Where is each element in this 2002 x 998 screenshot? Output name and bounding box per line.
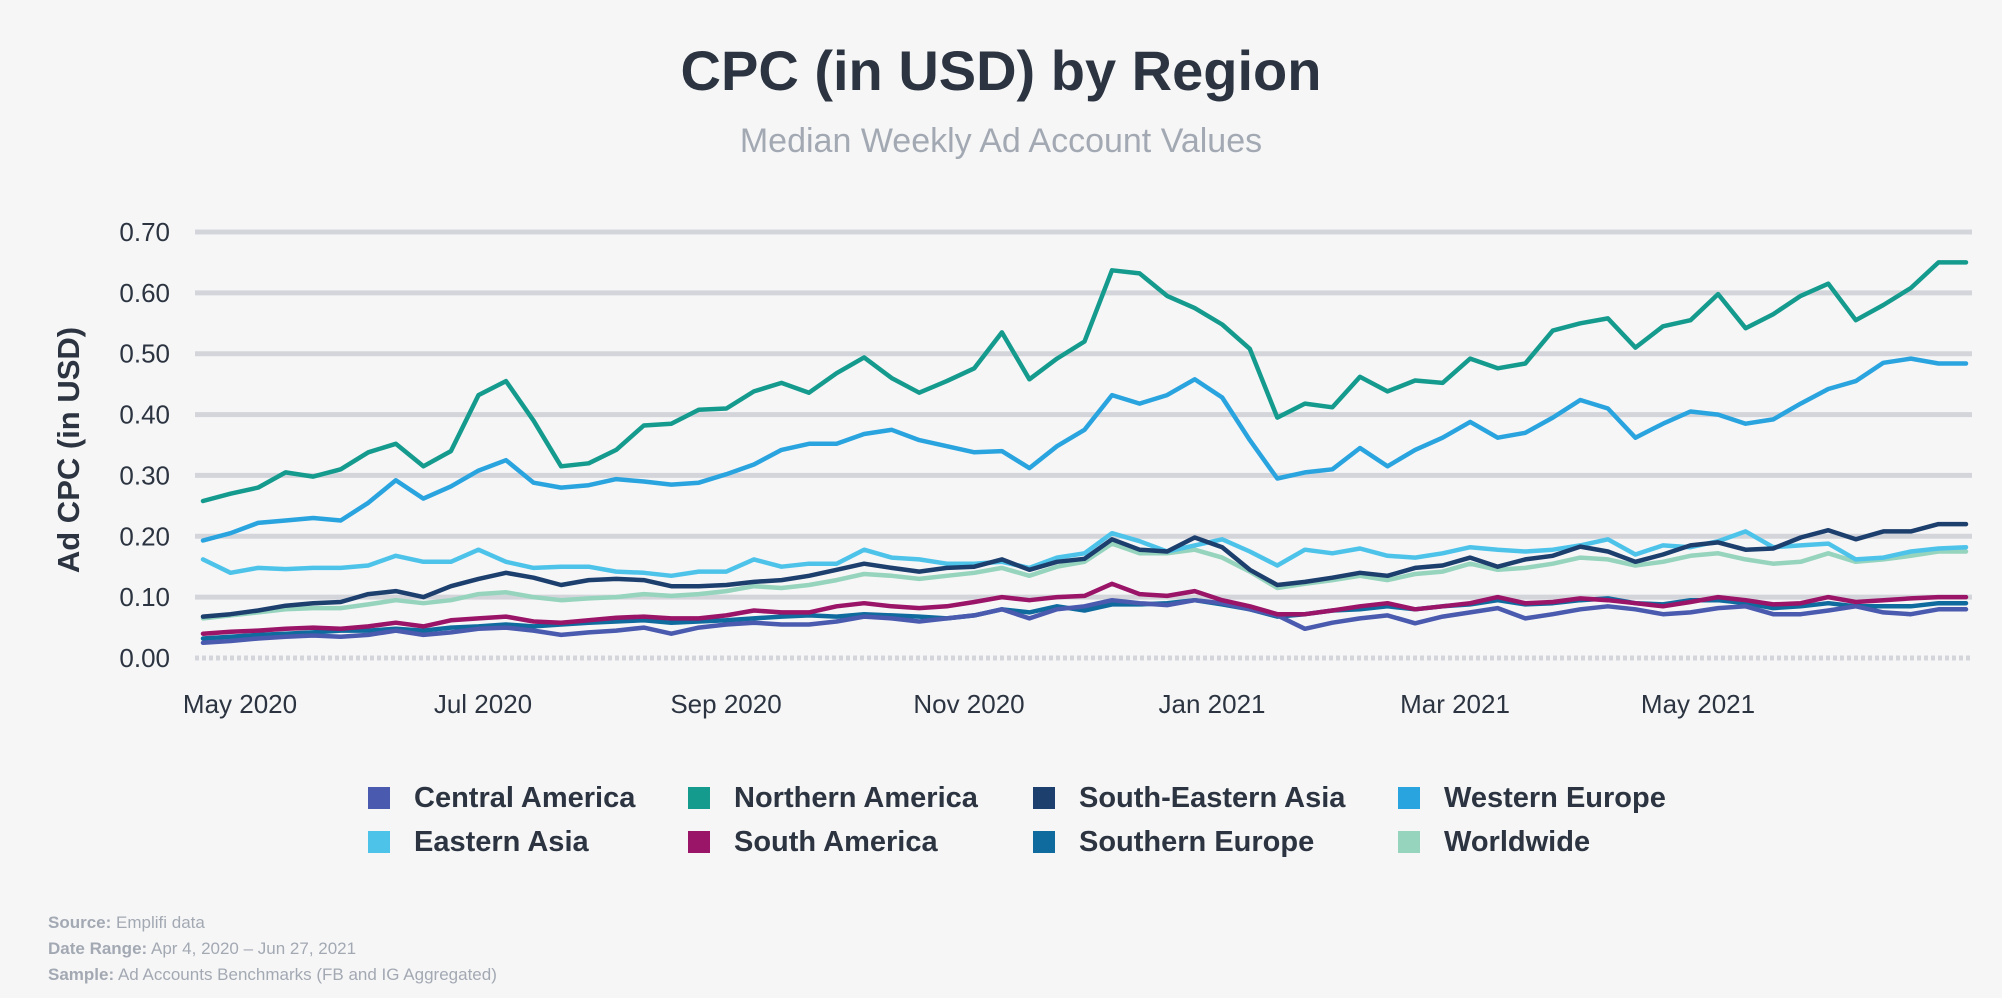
legend-swatch [1033,831,1055,853]
y-tick-label: 0.30 [119,460,170,490]
y-tick-label: 0.40 [119,400,170,430]
legend-label: Central America [414,781,636,814]
gridlines [195,229,1972,661]
y-tick-label: 0.50 [119,339,170,369]
legend-label: Eastern Asia [414,825,589,858]
series-line-northern-america [200,260,1969,504]
x-tick-label: Jan 2021 [1159,689,1266,719]
legend-label: Western Europe [1444,781,1666,814]
legend-item: Worldwide [1398,824,1668,860]
series-line-south-eastern-asia [200,521,1969,619]
footnotes: Source: Emplifi data Date Range: Apr 4, … [48,910,497,988]
y-tick-label: 0.00 [119,643,170,673]
series-lines [200,260,1969,646]
y-tick-label: 0.60 [119,278,170,308]
legend-label: Southern Europe [1079,825,1315,858]
legend-swatch [688,787,710,809]
legend-item: South America [688,824,1033,860]
chart-subtitle: Median Weekly Ad Account Values [739,122,1263,160]
x-tick-label: May 2021 [1641,689,1755,719]
legend-item: Central America [368,780,688,816]
legend-item: Western Europe [1398,780,1668,816]
legend-swatch [1398,831,1420,853]
chart-title: CPC (in USD) by Region [680,39,1322,102]
legend-label: Worldwide [1444,825,1591,858]
legend-item: Northern America [688,780,1033,816]
legend: Central America Northern America South-Eas… [368,780,1668,860]
series-line-worldwide [200,541,1969,621]
x-axis-ticks: May 2020 Jul 2020 Sep 2020 Nov 2020 Jan 2021… [183,689,1755,719]
legend-swatch [368,787,390,809]
x-tick-label: Nov 2020 [913,689,1024,719]
legend-item: Southern Europe [1033,824,1398,860]
legend-swatch [688,831,710,853]
footnote-source: Source: Emplifi data [48,913,205,932]
series-line-eastern-asia [200,529,1969,579]
legend-label: South-Eastern Asia [1079,781,1346,814]
y-tick-label: 0.20 [119,521,170,551]
legend-swatch [368,831,390,853]
x-tick-label: Sep 2020 [670,689,781,719]
y-axis-ticks: 0.00 0.10 0.20 0.30 0.40 0.50 0.60 0.70 [119,217,170,673]
x-tick-label: Jul 2020 [434,689,532,719]
footnote-date-range: Date Range: Apr 4, 2020 – Jun 27, 2021 [48,939,357,958]
legend-label: South America [734,825,938,858]
series-line-central-america [200,597,1969,646]
legend-label: Northern America [734,781,978,814]
y-tick-label: 0.70 [119,217,170,247]
x-tick-label: May 2020 [183,689,297,719]
series-line-western-europe [200,356,1969,543]
legend-item: Eastern Asia [368,824,688,860]
x-tick-label: Mar 2021 [1400,689,1510,719]
series-line-south-america [200,581,1969,636]
y-tick-label: 0.10 [119,582,170,612]
legend-swatch [1398,787,1420,809]
legend-swatch [1033,787,1055,809]
legend-item: South-Eastern Asia [1033,780,1398,816]
footnote-sample: Sample: Ad Accounts Benchmarks (FB and I… [48,965,497,984]
